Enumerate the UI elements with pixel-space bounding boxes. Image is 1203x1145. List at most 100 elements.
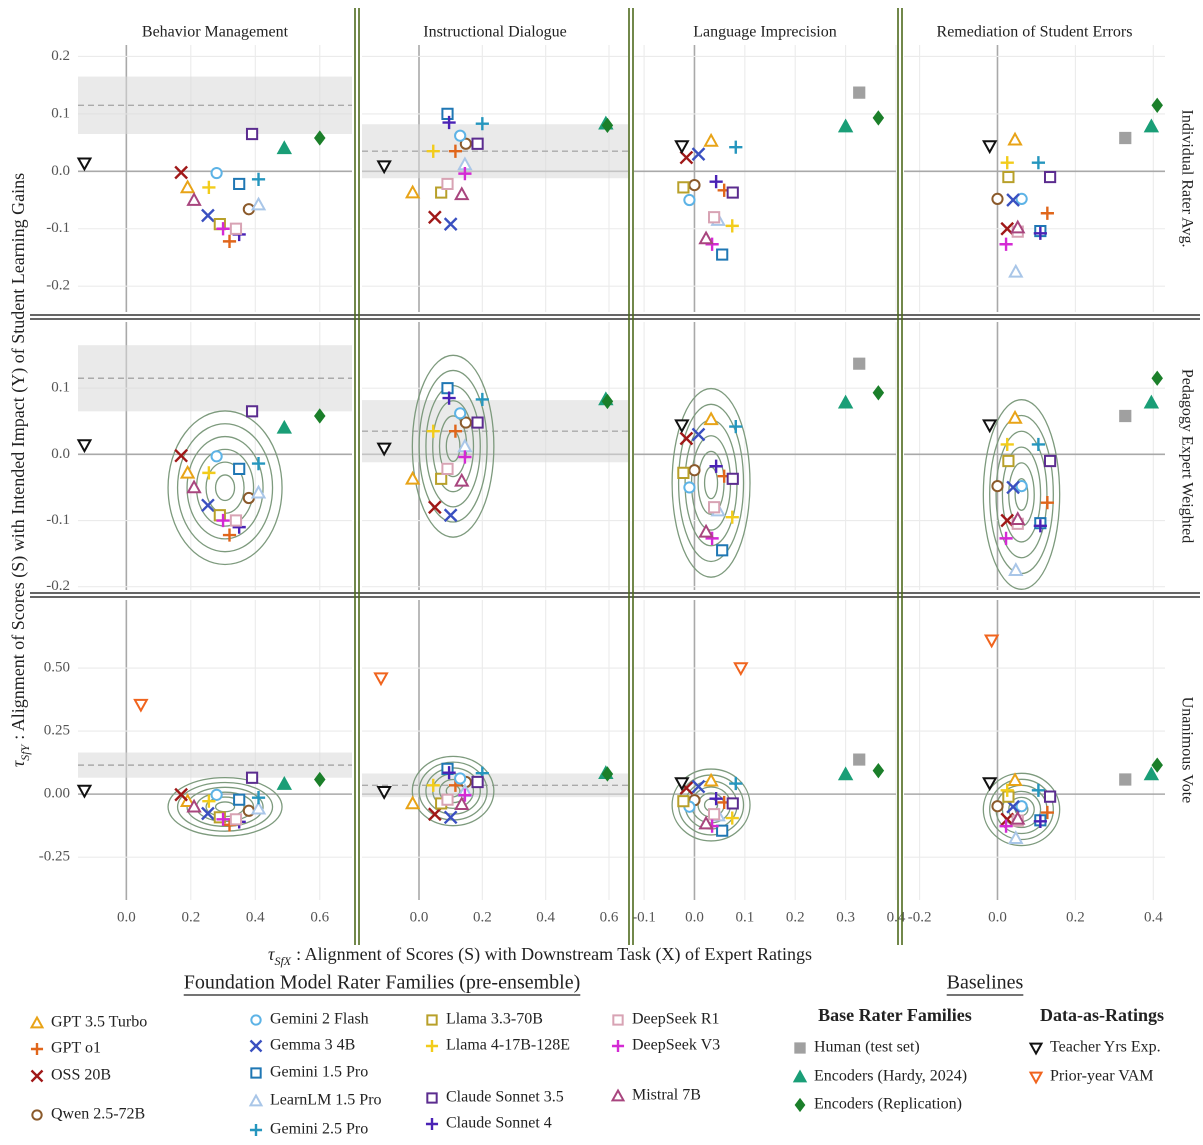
data-point	[683, 194, 696, 207]
data-point	[276, 775, 293, 790]
data-point	[1143, 394, 1160, 409]
data-point	[229, 222, 243, 235]
y-label-subscript: SfY	[18, 743, 32, 760]
legend-label: Teacher Yrs Exp.	[1050, 1039, 1161, 1056]
x-tick-label: 0.4	[1144, 909, 1163, 925]
legend-marker	[250, 1014, 262, 1026]
data-point	[698, 230, 714, 245]
data-point	[1043, 454, 1057, 468]
density-contour	[677, 403, 745, 563]
data-point	[229, 813, 243, 826]
data-point	[426, 144, 440, 158]
y-tick-label: -0.25	[39, 849, 70, 865]
legend-label: Llama 3.3-70B	[446, 1011, 543, 1028]
facet-title: Behavior Management	[142, 24, 289, 41]
legend-label: Qwen 2.5-72B	[51, 1106, 145, 1123]
density-contour	[1014, 478, 1029, 511]
legend-subtitle: Data-as-Ratings	[1040, 1005, 1164, 1025]
data-point	[679, 431, 694, 446]
data-point	[709, 792, 723, 806]
data-point	[703, 411, 719, 426]
legend-label: Claude Sonnet 4	[446, 1115, 552, 1132]
x-tick-label: 0.4	[887, 909, 906, 925]
data-point	[454, 796, 470, 811]
data-point	[233, 462, 246, 476]
data-point	[983, 634, 1000, 649]
data-point	[709, 459, 723, 473]
data-point	[688, 179, 701, 192]
data-point	[1031, 437, 1045, 452]
legend-label: Prior-year VAM	[1050, 1068, 1154, 1085]
data-point	[441, 177, 454, 191]
panel-background	[904, 322, 1165, 590]
x-tick-label: 0.0	[988, 909, 1007, 925]
x-tick-label: 0.4	[246, 909, 265, 925]
density-contour	[167, 776, 283, 837]
data-point	[427, 807, 442, 822]
data-point	[186, 798, 202, 813]
data-point	[601, 117, 614, 134]
data-point	[1006, 480, 1020, 495]
data-point	[201, 806, 215, 821]
data-point	[705, 531, 719, 545]
data-point	[458, 788, 472, 802]
data-point	[726, 797, 739, 810]
legend-label: GPT o1	[51, 1040, 101, 1057]
data-point	[1007, 131, 1023, 146]
data-point	[1000, 783, 1014, 797]
data-point	[76, 157, 93, 172]
legend-label: GPT 3.5 Turbo	[51, 1014, 147, 1031]
data-point	[1119, 131, 1132, 145]
data-point	[376, 442, 392, 457]
panel-background	[362, 600, 628, 900]
data-point	[1033, 226, 1047, 240]
panel-background	[78, 600, 352, 900]
data-point	[726, 472, 739, 485]
data-point	[376, 160, 392, 175]
legend-marker	[612, 1014, 624, 1026]
data-point	[677, 466, 690, 479]
legend-label: OSS 20B	[51, 1067, 111, 1084]
y-tick-label: 0.1	[51, 380, 70, 396]
data-point	[1040, 206, 1054, 220]
data-point	[174, 448, 189, 463]
legend-marker	[250, 1067, 262, 1079]
data-point	[404, 795, 421, 810]
legend-marker	[249, 1123, 263, 1137]
data-point	[991, 192, 1004, 206]
data-point	[174, 165, 189, 180]
data-point	[1000, 156, 1014, 170]
data-point	[233, 793, 246, 806]
data-point	[1002, 170, 1015, 184]
data-point	[1000, 437, 1014, 452]
legend-label: Encoders (Replication)	[814, 1096, 962, 1113]
facet-row-title: Unanimous Vote	[1178, 697, 1195, 804]
panel	[76, 322, 352, 590]
data-point	[245, 127, 259, 141]
density-contour	[214, 474, 236, 502]
legend: GPT 3.5 Turbo GPT o1 OSS 20B Qwen 2.5-72B Ge…	[29, 1011, 1161, 1138]
data-point	[1031, 156, 1045, 170]
y-tick-label: 0.25	[44, 723, 70, 739]
data-point	[991, 800, 1004, 813]
data-point	[1008, 562, 1024, 576]
data-point	[674, 419, 690, 434]
panels: -0.2 -0.1 0.0 0.1 0.2 Behavior Management Inst…	[39, 24, 1196, 926]
panel	[634, 322, 897, 590]
data-point	[703, 772, 719, 787]
data-point	[1010, 219, 1026, 234]
data-point	[179, 179, 196, 194]
x-tick-label: 0.6	[310, 909, 329, 925]
legend-marker	[29, 1015, 45, 1029]
data-point	[133, 698, 149, 713]
data-point	[458, 450, 472, 464]
data-point	[991, 479, 1004, 493]
legend-marker	[794, 1097, 806, 1113]
data-point	[250, 800, 267, 815]
data-point	[837, 118, 854, 133]
x-tick-label: 0.6	[600, 909, 619, 925]
x-tick-label: 0.3	[836, 909, 855, 925]
data-point	[679, 150, 694, 165]
legend-marker	[30, 1042, 44, 1056]
panel-background	[634, 322, 896, 590]
